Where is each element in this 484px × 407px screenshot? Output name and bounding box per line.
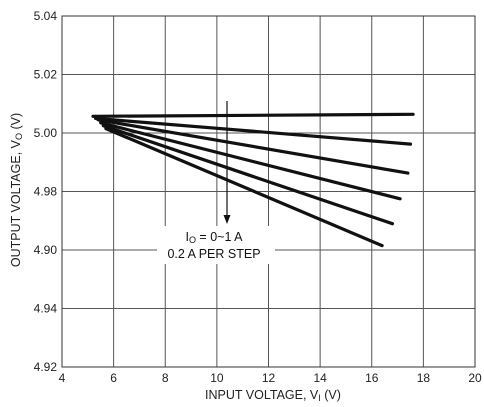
series-group	[91, 112, 415, 248]
annotation-background	[157, 226, 275, 264]
plot-frame	[61, 15, 476, 368]
annotation-line-2: 0.2 A PER STEP	[167, 247, 260, 261]
x-tick-label: 14	[313, 371, 327, 385]
x-tick-label: 20	[468, 371, 482, 385]
series-line-5	[101, 124, 394, 226]
annotation-arrow-head	[223, 215, 231, 224]
x-tick-label: 8	[162, 371, 169, 385]
y-tick-label: 4.92	[34, 360, 58, 374]
series-line-1	[91, 112, 415, 118]
x-tick-label: 16	[365, 371, 379, 385]
y-tick-labels: 5.04 5.02 5.00 4.98 4.90 4.94 4.92	[34, 9, 58, 374]
series-line-4	[99, 121, 402, 201]
x-tick-labels: 4 6 8 10 12 14 16 18 20	[59, 371, 482, 385]
x-tick-label: 10	[210, 371, 224, 385]
x-axis-title: INPUT VOLTAGE, VI (V)	[205, 388, 341, 403]
series-line-2	[93, 116, 413, 146]
annotation-line-1: IO = 0~1 A	[185, 230, 243, 245]
y-tick-label: 4.98	[34, 185, 58, 199]
y-axis-title: OUTPUT VOLTAGE, VO (V)	[9, 113, 24, 267]
y-tick-label: 5.04	[34, 9, 58, 23]
y-tick-label: 4.94	[34, 302, 58, 316]
series-line-6	[104, 127, 384, 248]
series-line-3	[96, 118, 410, 175]
y-tick-label: 5.00	[34, 126, 58, 140]
x-tick-label: 6	[110, 371, 117, 385]
x-tick-label: 12	[262, 371, 276, 385]
x-tick-label: 18	[417, 371, 431, 385]
y-tick-label: 4.90	[34, 243, 58, 257]
annotation: IO = 0~1 A 0.2 A PER STEP	[157, 101, 275, 264]
x-tick-label: 4	[59, 371, 66, 385]
y-tick-label: 5.02	[34, 68, 58, 82]
